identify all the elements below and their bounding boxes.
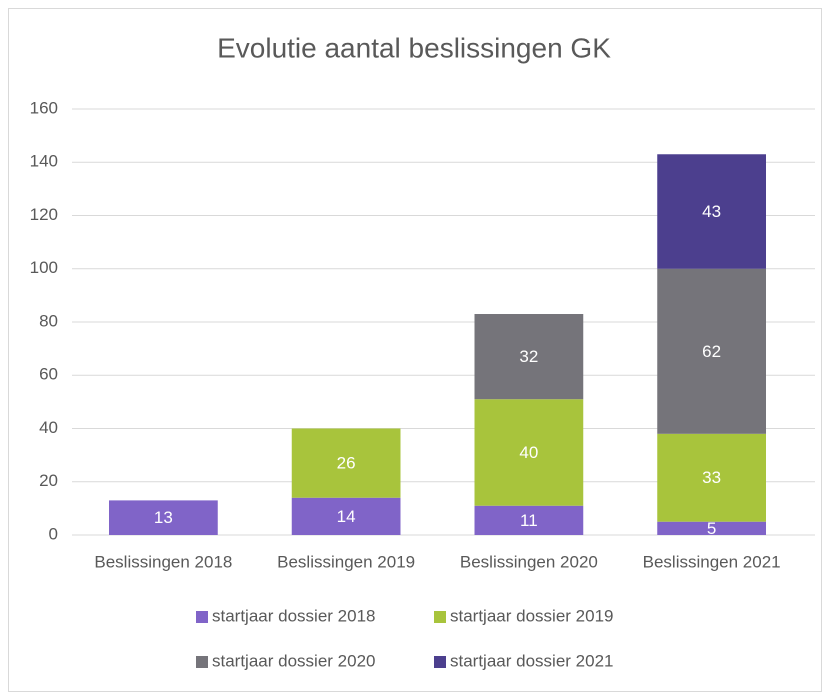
y-tick-label: 60 [39, 365, 58, 384]
y-tick-label: 120 [30, 205, 58, 224]
x-tick-label: Beslissingen 2019 [277, 552, 415, 571]
data-label: 62 [702, 342, 721, 361]
bar-segment [657, 521, 766, 535]
x-tick-label: Beslissingen 2018 [94, 552, 232, 571]
x-tick-label: Beslissingen 2021 [643, 552, 781, 571]
legend-label: startjaar dossier 2021 [450, 651, 613, 670]
y-tick-label: 160 [30, 98, 58, 117]
bar-segment [291, 428, 401, 498]
y-tick-label: 80 [39, 311, 58, 330]
legend-swatch [434, 656, 446, 668]
data-label: 5 [707, 519, 716, 538]
legend-swatch [196, 611, 208, 623]
data-label: 33 [702, 468, 721, 487]
bar-segment [474, 399, 584, 506]
data-label: 11 [520, 511, 538, 530]
legend-label: startjaar dossier 2018 [212, 606, 375, 625]
legend-swatch [434, 611, 446, 623]
legend-label: startjaar dossier 2019 [450, 606, 613, 625]
y-tick-label: 140 [30, 152, 58, 171]
data-label: 43 [702, 202, 721, 221]
data-label: 26 [337, 454, 356, 473]
legend-label: startjaar dossier 2020 [212, 651, 375, 670]
y-tick-label: 0 [49, 524, 58, 543]
legend-swatch [196, 656, 208, 668]
bar-segment [657, 154, 766, 269]
y-tick-label: 20 [39, 471, 58, 490]
bar-segment [291, 497, 401, 535]
x-tick-label: Beslissingen 2020 [460, 552, 598, 571]
bar-segment [657, 268, 766, 434]
data-label: 40 [519, 443, 538, 462]
y-tick-label: 40 [39, 418, 58, 437]
bar-segment [474, 505, 584, 535]
bar-segment [474, 314, 584, 400]
bar-segment [657, 433, 766, 522]
data-label: 13 [154, 508, 173, 527]
y-tick-label: 100 [30, 258, 58, 277]
data-label: 14 [337, 507, 356, 526]
bar-segment [109, 500, 218, 535]
data-label: 32 [519, 347, 538, 366]
chart-title: Evolutie aantal beslissingen GK [217, 32, 611, 63]
